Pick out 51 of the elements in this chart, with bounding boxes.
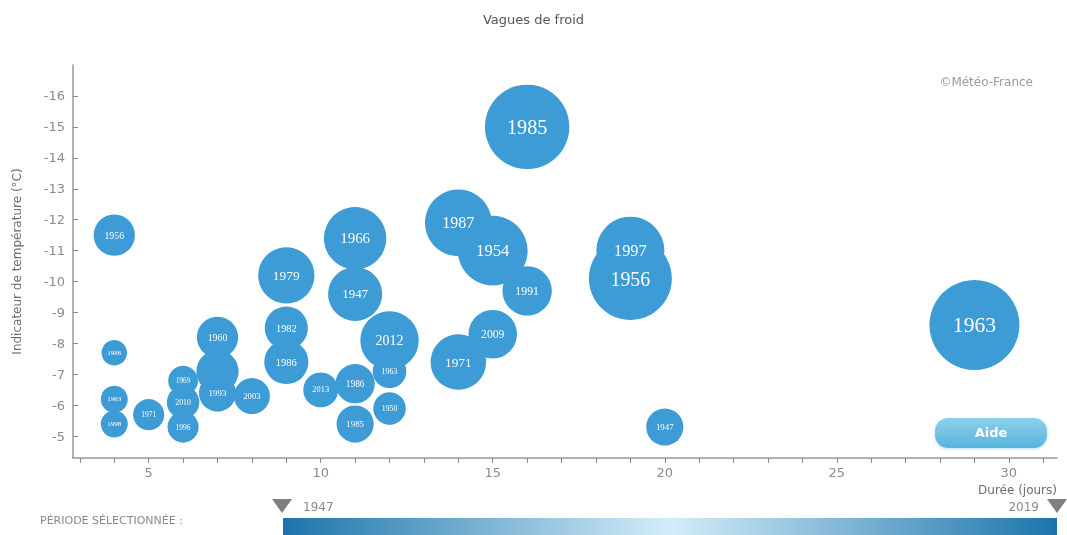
y-tick-label: -10 — [43, 274, 65, 290]
x-tick-label: 20 — [656, 465, 674, 480]
annotation: 1963 — [952, 312, 997, 337]
annotation: 1956 — [610, 267, 651, 290]
y-tick-label: -6 — [52, 397, 65, 413]
y-tick-label: -15 — [43, 119, 65, 135]
x-axis-title: Durée (jours) — [978, 483, 1057, 497]
annotation: 1986 — [345, 378, 365, 389]
text: 2019 — [1008, 500, 1039, 514]
y-tick-label: -13 — [43, 181, 65, 197]
annotation: ©Météo-France — [939, 75, 1033, 89]
x-tick-label: 10 — [312, 465, 329, 480]
y-tick-label: -16 — [43, 88, 65, 104]
y-tick-label: -11 — [43, 243, 65, 259]
annotation: 2013 — [312, 385, 330, 395]
annotation: 2003 — [243, 391, 261, 402]
annotation: 1986 — [275, 356, 297, 368]
annotation: 1966 — [340, 230, 371, 247]
annotation: 1971 — [445, 354, 472, 370]
text: PÉRIODE SÉLECTIONNÉE : — [40, 514, 183, 528]
annotation: 1985 — [506, 115, 548, 138]
y-tick-label: -9 — [52, 305, 65, 321]
x-tick-label: 25 — [828, 465, 846, 480]
y-tick-label: -5 — [52, 428, 65, 444]
annotation: Aide — [973, 425, 1009, 440]
annotation: 1979 — [272, 267, 301, 283]
help-button: Aide — [935, 418, 1047, 448]
y-tick-label: -12 — [43, 212, 65, 228]
annotation: 1997 — [614, 241, 647, 261]
annotation: 1991 — [515, 283, 540, 298]
annotation: 1947 — [342, 286, 369, 302]
x-tick-label: 5 — [144, 465, 153, 480]
x-tick-label: 30 — [1000, 465, 1018, 480]
annotation: 2012 — [375, 332, 404, 348]
annotation: 1982 — [275, 322, 297, 334]
annotation: 1960 — [207, 331, 228, 343]
annotation: 2009 — [481, 327, 505, 341]
x-tick-label: 15 — [484, 465, 502, 480]
annotation: 1963 — [381, 366, 398, 376]
annotation: 1985 — [346, 418, 365, 429]
y-axis-title: Indicateur de température (°C) — [10, 168, 24, 355]
annotation: 1956 — [104, 229, 125, 241]
chart-title: Vagues de froid — [482, 12, 585, 27]
annotation: 1987 — [442, 214, 475, 232]
y-tick-label: -8 — [52, 336, 65, 351]
annotation: 1954 — [476, 241, 511, 261]
text: 1947 — [303, 500, 334, 514]
y-tick-label: -7 — [52, 366, 65, 382]
y-tick-label: -14 — [43, 150, 65, 166]
annotation: 1993 — [208, 388, 227, 399]
annotation: 1947 — [655, 422, 675, 433]
